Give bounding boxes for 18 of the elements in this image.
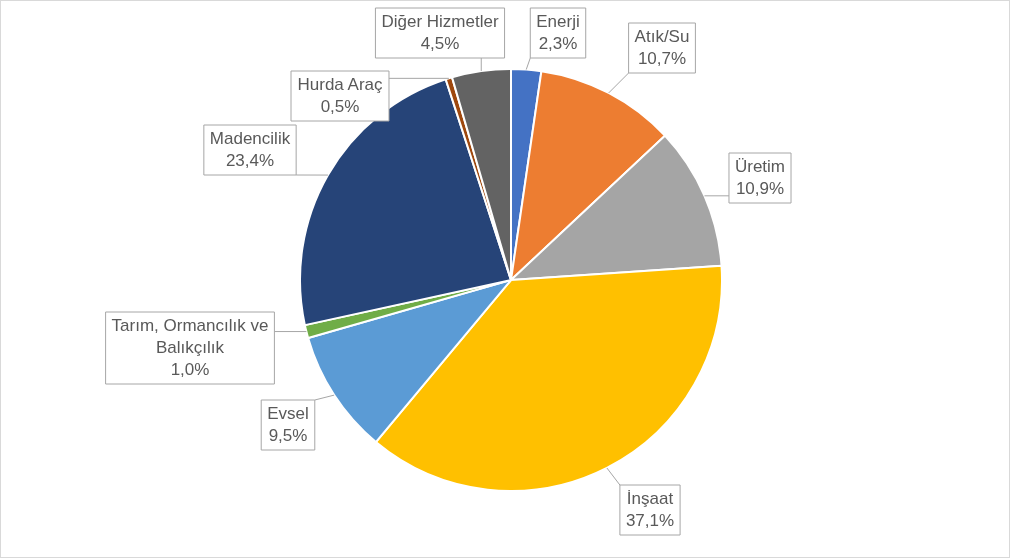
data-label: 37,1%: [625, 510, 675, 530]
slice-label: Üretim: [734, 156, 786, 176]
slice-label: Hurda Araç: [297, 74, 384, 94]
data-label: 9,5%: [268, 425, 308, 445]
slice-label: Madencilik: [209, 128, 291, 148]
data-label: 10,7%: [637, 48, 687, 68]
slice-label: Evsel: [267, 403, 309, 423]
data-label: 23,4%: [225, 150, 275, 170]
data-label: 0,5%: [320, 96, 360, 116]
slice-label: İnşaat: [626, 488, 674, 508]
data-label: 4,5%: [420, 33, 460, 53]
data-label: 10,9%: [735, 178, 785, 198]
slice-label: Tarım, Ormancılık ve Balıkçılık: [111, 315, 269, 357]
slice-label: Enerji: [536, 11, 580, 31]
data-label: 2,3%: [538, 33, 578, 53]
slice-label: Atık/Su: [634, 26, 690, 46]
data-label: 1,0%: [170, 359, 210, 379]
slice-label: Diğer Hizmetler: [381, 11, 499, 31]
